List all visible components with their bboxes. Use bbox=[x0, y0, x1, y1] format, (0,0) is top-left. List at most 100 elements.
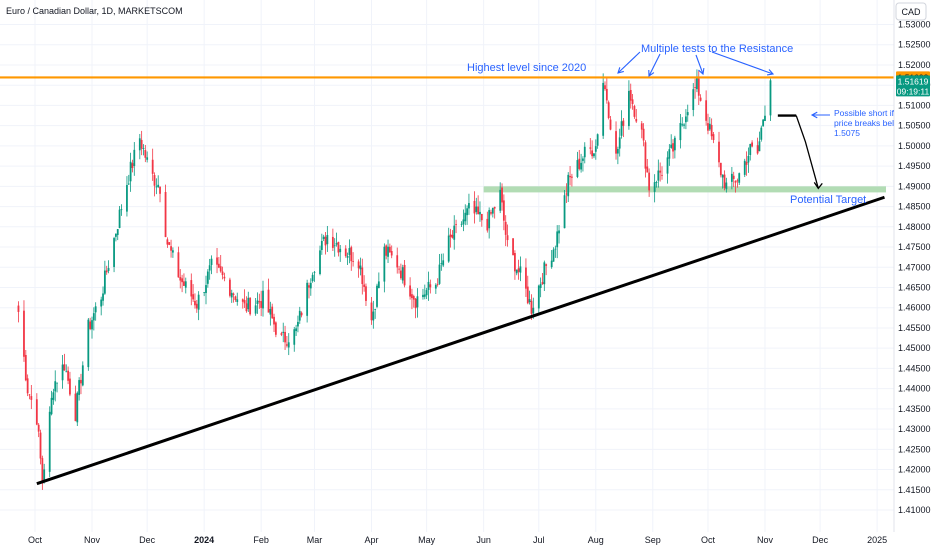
candle-down bbox=[473, 200, 476, 214]
annotation-multiple-tests: Multiple tests to the Resistance bbox=[641, 43, 793, 55]
candle-down bbox=[736, 180, 739, 182]
candle-down bbox=[190, 280, 193, 297]
candle-down bbox=[164, 192, 167, 238]
candle-up bbox=[298, 310, 301, 321]
candle-up bbox=[685, 116, 687, 123]
currency-button[interactable]: CAD bbox=[895, 2, 927, 21]
candle-up bbox=[287, 342, 290, 348]
candle-down bbox=[455, 224, 457, 225]
candle-down bbox=[331, 236, 334, 248]
candle-down bbox=[451, 234, 454, 238]
y-tick-label: 1.42000 bbox=[898, 465, 931, 475]
y-tick-label: 1.52500 bbox=[898, 40, 931, 50]
x-tick-label: Apr bbox=[364, 535, 378, 545]
candle-up bbox=[442, 260, 445, 266]
candle-up bbox=[133, 149, 136, 167]
ascending-trendline[interactable] bbox=[36, 195, 885, 486]
candle-up bbox=[319, 250, 321, 275]
x-tick-label: Sep bbox=[645, 535, 661, 545]
candle-up bbox=[462, 219, 465, 225]
time-axis[interactable]: Oct Nov Dec 2024 Feb Mar Apr May Jun Jul Aug Sep Oct… bbox=[28, 535, 887, 545]
resistance-test-arrow-3 bbox=[695, 54, 704, 75]
candle-down bbox=[629, 89, 632, 101]
candle-up bbox=[157, 184, 160, 188]
candle-down bbox=[26, 378, 29, 394]
candle-down bbox=[300, 312, 303, 316]
candle-up bbox=[113, 238, 115, 267]
candle-down bbox=[642, 128, 645, 141]
candle-down bbox=[517, 268, 520, 272]
x-tick-label: Oct bbox=[28, 535, 43, 545]
candle-down bbox=[365, 286, 367, 301]
candle-down bbox=[705, 100, 708, 121]
candle-up bbox=[115, 233, 117, 237]
candle-up bbox=[554, 248, 557, 250]
candle-down bbox=[183, 281, 185, 286]
resistance-test-arrow-4-head bbox=[766, 69, 775, 76]
candle-up bbox=[519, 266, 522, 273]
y-tick-label: 1.46000 bbox=[898, 303, 931, 313]
y-tick-label: 1.42500 bbox=[898, 444, 931, 454]
x-tick-label: Jul bbox=[533, 535, 545, 545]
candle-down bbox=[179, 277, 182, 281]
candle-down bbox=[699, 97, 702, 101]
candle-down bbox=[41, 458, 44, 484]
candle-up bbox=[696, 76, 698, 90]
candle-down bbox=[502, 200, 505, 221]
candle-down bbox=[605, 88, 608, 101]
candle-up bbox=[681, 124, 684, 126]
y-tick-label: 1.45500 bbox=[898, 323, 931, 333]
candle-up bbox=[383, 246, 386, 282]
candle-up bbox=[743, 160, 746, 175]
candle-down bbox=[89, 321, 92, 329]
candle-down bbox=[604, 85, 606, 90]
candle-up bbox=[602, 82, 605, 136]
candle-up bbox=[438, 264, 441, 284]
y-tick-label: 1.47000 bbox=[898, 262, 931, 272]
drawing-layer[interactable] bbox=[0, 76, 894, 486]
candle-down bbox=[571, 176, 573, 178]
candle-up bbox=[427, 281, 430, 290]
candle-up bbox=[230, 292, 233, 298]
candle-down bbox=[324, 236, 327, 246]
candle-up bbox=[339, 248, 342, 253]
price-axis[interactable]: 1.530001.525001.520001.515001.510001.505… bbox=[898, 20, 931, 516]
candle-up bbox=[127, 183, 130, 185]
candle-up bbox=[491, 207, 494, 214]
last-price-tag: 1.51619 09:19:11 bbox=[896, 75, 930, 97]
candle-down bbox=[526, 286, 529, 304]
candle-up bbox=[730, 173, 733, 182]
candle-down bbox=[449, 234, 452, 237]
candle-down bbox=[396, 255, 399, 268]
y-tick-label: 1.43000 bbox=[898, 424, 931, 434]
candle-down bbox=[734, 180, 737, 183]
candle-down bbox=[151, 159, 154, 174]
candle-down bbox=[24, 355, 27, 381]
candle-down bbox=[249, 297, 252, 315]
candle-down bbox=[388, 246, 391, 253]
candle-down bbox=[267, 289, 270, 313]
candle-up bbox=[76, 392, 79, 423]
candle-up bbox=[236, 299, 239, 302]
candle-up bbox=[107, 268, 110, 271]
x-tick-label: 2024 bbox=[194, 535, 214, 545]
candle-up bbox=[762, 119, 765, 127]
candle-up bbox=[92, 313, 95, 321]
support-zone-layer bbox=[483, 186, 886, 193]
candle-up bbox=[594, 146, 597, 152]
candle-up bbox=[335, 243, 338, 245]
x-tick-label: Aug bbox=[588, 535, 604, 545]
candle-down bbox=[80, 379, 82, 384]
candle-down bbox=[223, 276, 226, 279]
projection-path[interactable] bbox=[795, 115, 819, 189]
candle-down bbox=[39, 432, 42, 459]
x-tick-label: Dec bbox=[812, 535, 829, 545]
candle-up bbox=[129, 161, 132, 182]
candle-down bbox=[23, 310, 25, 357]
candle-down bbox=[622, 120, 625, 126]
candle-up bbox=[657, 170, 660, 181]
candle-down bbox=[357, 261, 360, 269]
candle-down bbox=[732, 175, 735, 179]
candle-down bbox=[131, 163, 134, 168]
